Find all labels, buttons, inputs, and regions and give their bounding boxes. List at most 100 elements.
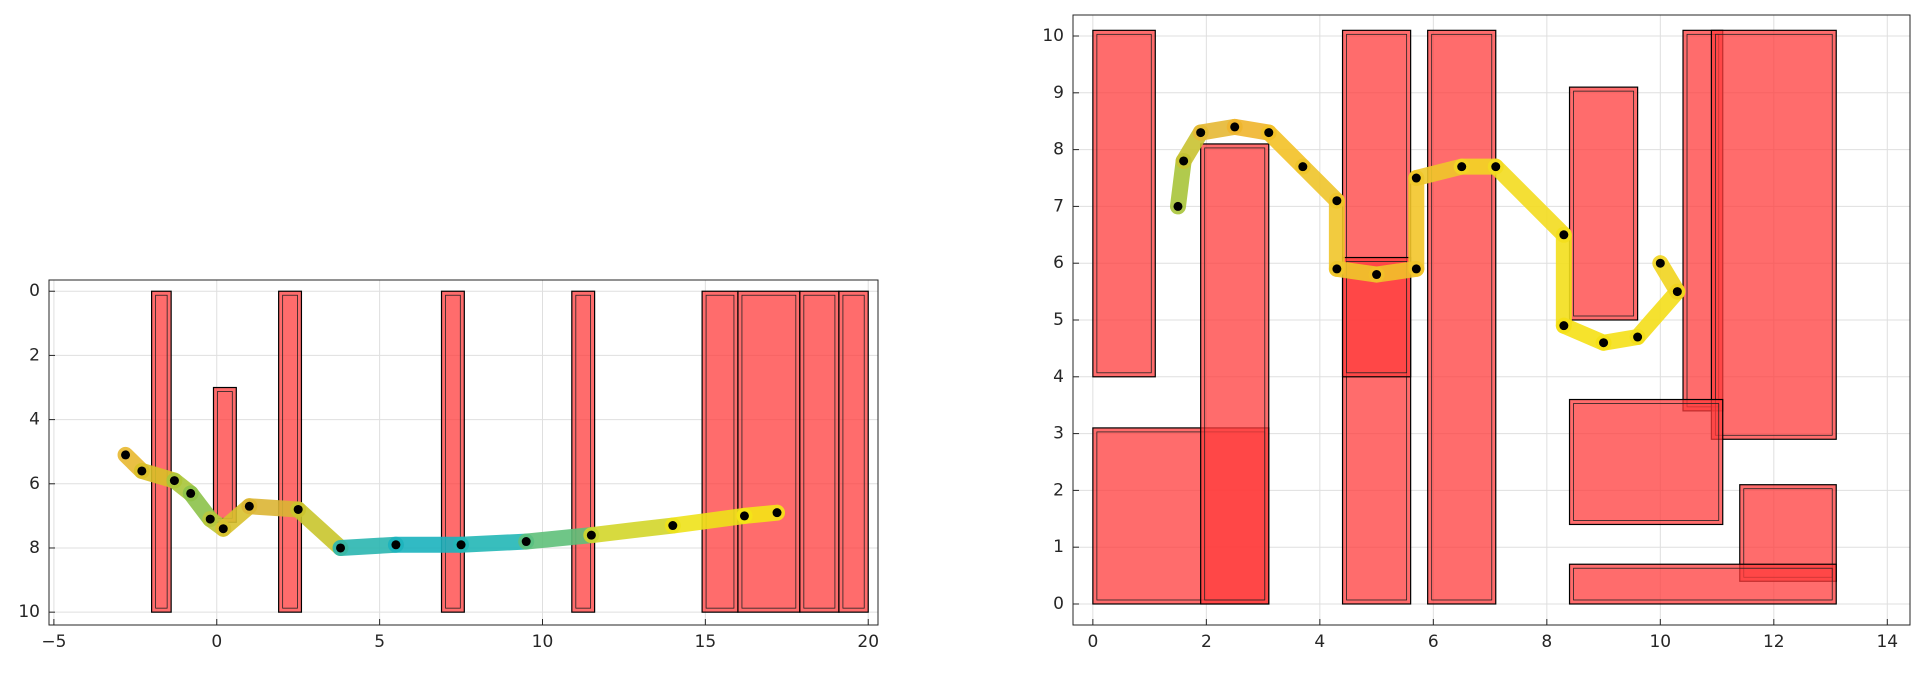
trajectory-segment	[664, 507, 753, 534]
trajectory-segment	[1260, 124, 1311, 175]
trajectory-point	[521, 537, 531, 547]
obstacle-inner	[1096, 33, 1152, 374]
obstacle-inner	[445, 294, 461, 609]
trajectory-point	[456, 540, 466, 550]
obstacle-inner	[1204, 147, 1266, 601]
x-tick-label: 0	[211, 632, 222, 652]
trajectory-point	[1672, 287, 1682, 297]
trajectory-point	[668, 521, 678, 531]
trajectory-segment	[1652, 255, 1686, 300]
trajectory-point	[1264, 128, 1274, 138]
y-tick-label: 2	[1053, 480, 1064, 500]
trajectory-point	[137, 466, 147, 476]
x-tick-label: 10	[532, 632, 554, 652]
trajectory-segment	[1629, 283, 1686, 346]
obstacle-inner	[1346, 261, 1408, 374]
trajectory-point	[1599, 338, 1609, 348]
obstacle-inner	[1431, 33, 1493, 601]
obstacle	[838, 290, 869, 613]
obstacle	[1568, 398, 1724, 526]
trajectory-segment	[290, 501, 349, 556]
trajectory-point	[772, 508, 782, 518]
y-tick-label: 0	[29, 281, 40, 301]
y-tick-label: 1	[1053, 537, 1064, 557]
trajectory-point	[1173, 201, 1183, 211]
y-tick-label: 10	[1042, 26, 1064, 46]
obstacle-inner	[842, 294, 865, 609]
y-tick-label: 0	[1053, 594, 1064, 614]
obstacle-inner	[1573, 567, 1833, 601]
trajectory-segment	[332, 536, 404, 556]
obstacle	[799, 290, 840, 613]
trajectory-point	[186, 488, 196, 498]
y-tick-label: 9	[1053, 83, 1064, 103]
trajectory-point	[391, 540, 401, 550]
trajectory-point	[293, 504, 303, 514]
trajectory-segment	[241, 498, 307, 518]
obstacle	[278, 290, 303, 613]
y-tick-label: 4	[1053, 367, 1064, 387]
obstacle-inner	[282, 294, 298, 609]
x-tick-label: 2	[1201, 632, 1212, 652]
obstacle-inner	[1714, 33, 1833, 436]
y-tick-label: 5	[1053, 310, 1064, 330]
obstacle-inner	[575, 294, 592, 609]
obstacle	[212, 386, 237, 523]
trajectory-segment	[1294, 158, 1345, 209]
y-tick-label: 8	[29, 538, 40, 558]
trajectory-point	[1633, 332, 1643, 342]
x-tick-label: 20	[857, 632, 879, 652]
y-tick-label: 10	[18, 602, 40, 622]
axes-box	[48, 279, 879, 626]
x-tick-label: 4	[1314, 632, 1325, 652]
y-tick-label: 3	[1053, 424, 1064, 444]
trajectory-point	[1457, 162, 1467, 172]
obstacle-inner	[705, 294, 735, 609]
chart: −5 0 5 10 15 20 0 2 4 6 8 10	[18, 279, 879, 652]
obstacle	[571, 290, 596, 613]
x-tick-label: 10	[1649, 632, 1671, 652]
y-tick-label: 4	[29, 410, 40, 430]
y-tick-label: 2	[29, 345, 40, 365]
obstacle-inner	[803, 294, 836, 609]
trajectory-point	[1332, 264, 1342, 274]
obstacle-inner	[1573, 403, 1720, 521]
trajectory-point	[1411, 173, 1421, 183]
obstacle-inner	[741, 294, 797, 609]
trajectory-point	[586, 530, 596, 540]
obstacle	[1427, 29, 1497, 605]
obstacle	[1710, 29, 1837, 440]
y-tick-label: 8	[1053, 140, 1064, 160]
trajectory-point	[244, 501, 254, 511]
trajectory-segment	[1487, 158, 1572, 243]
x-tick-label: 5	[374, 632, 385, 652]
x-tick-label: 8	[1541, 632, 1552, 652]
obstacle	[701, 290, 739, 613]
obstacle	[1092, 29, 1156, 378]
trajectory-point	[1298, 162, 1308, 172]
trajectory-point	[1655, 258, 1665, 268]
trajectory-point	[1230, 122, 1240, 132]
obstacle	[737, 290, 801, 613]
obstacle	[1568, 86, 1639, 321]
y-tick-label: 6	[1053, 253, 1064, 273]
trajectory-point	[169, 476, 179, 486]
trajectory-point	[1179, 156, 1189, 166]
trajectory-segment	[518, 527, 600, 550]
obstacle	[1200, 143, 1270, 605]
trajectory-point	[121, 450, 131, 460]
trajectory-point	[218, 524, 228, 534]
trajectory-segment	[453, 533, 535, 553]
x-tick-label: 12	[1763, 632, 1785, 652]
axes-box	[1072, 14, 1911, 626]
trajectory-point	[205, 514, 215, 524]
trajectory-point	[1559, 230, 1569, 240]
obstacle	[151, 290, 172, 613]
trajectory-segment	[736, 504, 786, 524]
trajectory-point	[1559, 321, 1569, 331]
obstacle-inner	[155, 294, 168, 609]
trajectory-point	[1196, 128, 1206, 138]
y-tick-label: 7	[1053, 196, 1064, 216]
